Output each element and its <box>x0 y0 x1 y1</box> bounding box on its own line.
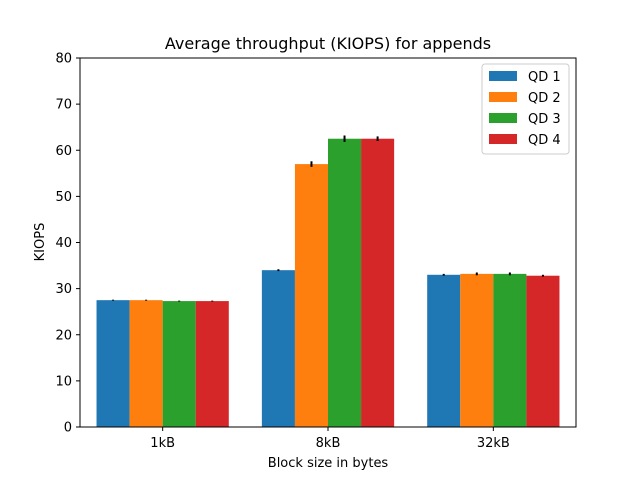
legend-label: QD 2 <box>528 91 561 106</box>
x-axis-title: Block size in bytes <box>268 456 389 471</box>
y-tick-label: 80 <box>55 52 72 67</box>
bar-qd1-8kb <box>261 270 295 427</box>
bar-qd4-8kb <box>361 138 395 427</box>
bar-qd1-32kb <box>427 274 461 427</box>
bar-qd3-32kb <box>493 273 527 427</box>
bar-qd1-1kb <box>96 300 130 427</box>
legend-swatch <box>489 134 517 144</box>
bar-qd3-8kb <box>328 138 362 427</box>
bar-qd2-1kb <box>129 300 163 427</box>
x-tick-label: 1kB <box>150 436 175 451</box>
error-bars-layer <box>112 135 544 302</box>
bars-layer <box>96 138 560 427</box>
bar-qd2-8kb <box>294 164 328 427</box>
y-tick-label: 60 <box>55 144 72 159</box>
bar-qd3-1kb <box>162 301 196 427</box>
legend-label: QD 4 <box>528 133 561 148</box>
y-tick-label: 70 <box>55 98 72 113</box>
y-tick-label: 20 <box>55 328 72 343</box>
y-axis-title: KIOPS <box>33 223 48 262</box>
bar-qd2-32kb <box>460 273 494 427</box>
bar-qd4-32kb <box>526 275 560 427</box>
x-tick-label: 32kB <box>477 436 510 451</box>
y-tick-label: 0 <box>64 421 72 436</box>
y-axis: 0 10 20 30 40 50 60 70 80 <box>55 52 80 436</box>
legend-label: QD 3 <box>528 112 561 127</box>
x-axis: 1kB 8kB 32kB <box>150 427 510 451</box>
y-tick-label: 40 <box>55 236 72 251</box>
legend-swatch <box>489 113 517 123</box>
y-tick-label: 10 <box>55 374 72 389</box>
legend-swatch <box>489 92 517 102</box>
y-tick-label: 50 <box>55 190 72 205</box>
legend-label: QD 1 <box>528 70 561 85</box>
legend: QD 1 QD 2 QD 3 QD 4 <box>481 63 570 155</box>
legend-swatch <box>489 71 517 81</box>
chart-title: Average throughput (KIOPS) for appends <box>165 34 491 53</box>
x-tick-label: 8kB <box>316 436 341 451</box>
legend-box <box>481 63 570 155</box>
y-tick-label: 30 <box>55 282 72 297</box>
bar-qd4-1kb <box>195 301 229 427</box>
